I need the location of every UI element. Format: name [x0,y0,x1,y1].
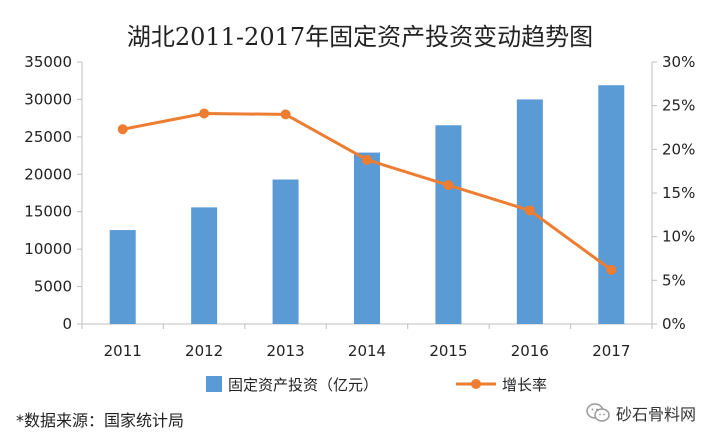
wechat-icon [586,402,610,424]
growth-point [524,205,535,216]
y-left-ticks: 0 5000 10000 15000 20000 25000 30000 35000 [24,53,82,333]
brand-badge: 砂石骨料网 [586,398,696,428]
growth-point [606,264,617,275]
x-tick-label: 2013 [266,342,304,360]
y-left-tick-label: 10000 [24,240,72,258]
y-right-tick-label: 10% [662,228,695,246]
y-right-tick-label: 30% [662,53,695,71]
growth-point [362,154,372,165]
brand-name: 砂石骨料网 [616,405,697,424]
y-left-tick-label: 0 [62,315,72,333]
data-source-note: *数据来源：国家统计局 [16,411,185,430]
combo-chart: 湖北2011-2017年固定资产投资变动趋势图 0 5000 10000 15000 2… [24,23,695,394]
bar [191,207,218,324]
growth-point [443,180,454,191]
growth-point [199,108,210,119]
y-right-ticks: 0% 5% 10% 15% 20% 25% 30% [652,53,695,333]
y-right-tick-label: 5% [662,271,686,289]
growth-point [117,124,128,135]
bar [109,230,136,324]
y-right-tick-label: 20% [662,140,695,158]
x-tick-label: 2016 [511,342,549,360]
bar [272,179,299,324]
y-right-tick-label: 25% [662,97,695,115]
x-tick-label: 2015 [429,342,467,360]
x-tick-label: 2012 [185,342,223,360]
bar-series [109,85,625,324]
bar [435,125,462,324]
x-tick-label: 2017 [592,342,630,360]
legend-label-line: 增长率 [502,376,547,394]
y-left-tick-label: 20000 [24,165,72,183]
legend: 固定资产投资（亿元） 增长率 [206,376,547,394]
legend-swatch-marker [471,379,481,389]
y-right-tick-label: 0% [662,315,686,333]
line-series [117,108,617,275]
y-right-tick-label: 15% [662,184,695,202]
bar [598,85,625,324]
x-tick-label: 2014 [348,342,386,360]
x-ticks: 2011 2012 2013 2014 2015 2016 2017 [81,324,653,360]
legend-label-bar: 固定资产投资（亿元） [228,376,378,394]
growth-point [280,109,291,120]
y-left-tick-label: 30000 [24,90,72,108]
y-left-tick-label: 35000 [24,53,72,71]
y-left-tick-label: 25000 [24,128,72,146]
chart-title: 湖北2011-2017年固定资产投资变动趋势图 [127,23,593,51]
bar [354,152,380,324]
y-left-tick-label: 5000 [34,278,72,296]
y-left-tick-label: 15000 [24,203,72,221]
legend-swatch-bar [206,376,222,392]
x-tick-label: 2011 [104,342,142,360]
